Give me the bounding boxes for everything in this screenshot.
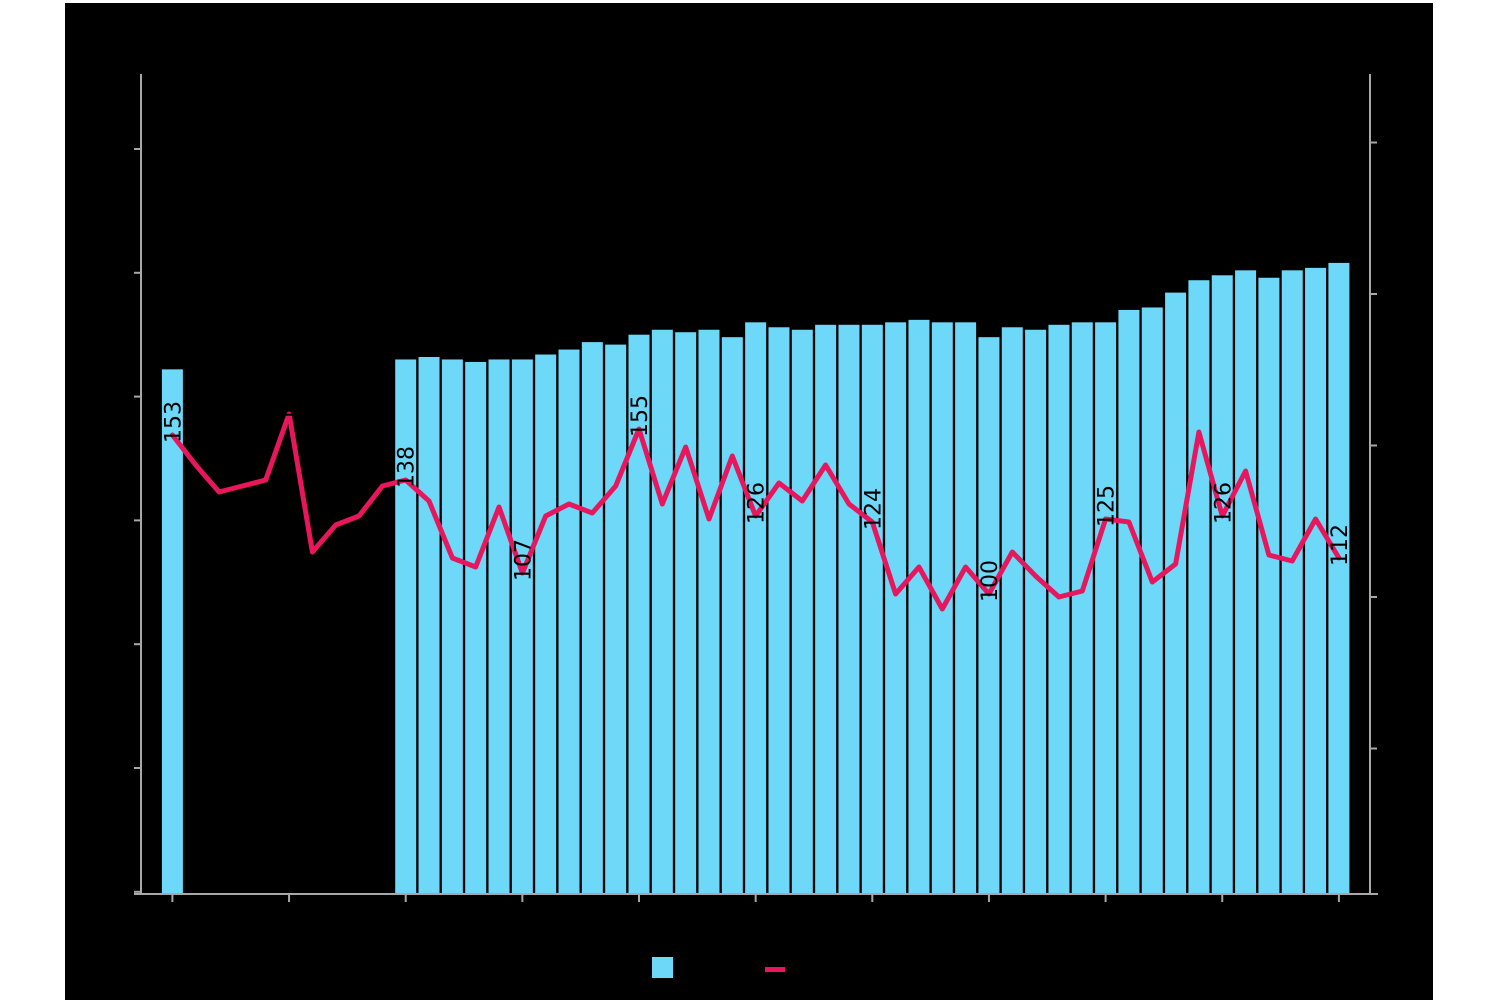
line-point-label: 112 — [1328, 524, 1353, 566]
bar — [1305, 267, 1327, 894]
line-point-label: 138 — [395, 446, 420, 488]
bar — [418, 356, 440, 894]
bar — [721, 337, 743, 894]
bar — [1071, 322, 1093, 894]
line-point-label: 155 — [628, 395, 653, 437]
bar — [511, 359, 533, 895]
bar — [1165, 292, 1187, 894]
bar — [651, 329, 673, 894]
line-point-label: 100 — [978, 560, 1003, 602]
left-margin-band — [0, 0, 65, 1000]
bar — [768, 327, 790, 895]
bar — [1118, 309, 1140, 894]
legend-bar-swatch — [652, 957, 673, 978]
line-point-label: 125 — [1095, 485, 1120, 527]
bar — [1188, 280, 1210, 894]
bar — [745, 322, 767, 894]
bar — [161, 369, 183, 894]
bar — [488, 359, 510, 895]
line-point-label: 124 — [861, 488, 886, 530]
line-point-label: 126 — [1211, 482, 1236, 524]
bar — [558, 349, 580, 894]
bar — [908, 319, 930, 894]
bar — [1258, 277, 1280, 894]
bar — [465, 361, 487, 894]
bar — [441, 359, 463, 895]
bar — [838, 324, 860, 894]
right-margin-band — [1433, 0, 1500, 1000]
bar — [605, 344, 627, 894]
bar — [1095, 322, 1117, 894]
line-point-label: 126 — [745, 482, 770, 524]
bar — [1235, 270, 1257, 895]
bar — [675, 332, 697, 894]
line-point-label: 160 — [278, 380, 303, 422]
bar — [1025, 329, 1047, 894]
bar — [1281, 270, 1303, 895]
bar — [791, 329, 813, 894]
bar — [581, 342, 603, 894]
bar — [978, 337, 1000, 894]
bar — [885, 322, 907, 894]
line-point-label: 107 — [511, 539, 536, 581]
line-point-label: 153 — [161, 401, 186, 443]
legend-line-swatch — [765, 967, 785, 972]
bar — [1048, 324, 1070, 894]
top-edge-strip — [0, 0, 1500, 3]
bar — [815, 324, 837, 894]
bar — [861, 324, 883, 894]
bar — [1001, 327, 1023, 895]
line-series-path — [169, 411, 1342, 612]
bar — [1211, 275, 1233, 894]
bar — [955, 322, 977, 894]
bar — [535, 354, 557, 894]
bar — [395, 359, 417, 895]
bar — [1328, 262, 1350, 894]
bar — [628, 334, 650, 894]
bar — [698, 329, 720, 894]
bar — [1141, 307, 1163, 894]
